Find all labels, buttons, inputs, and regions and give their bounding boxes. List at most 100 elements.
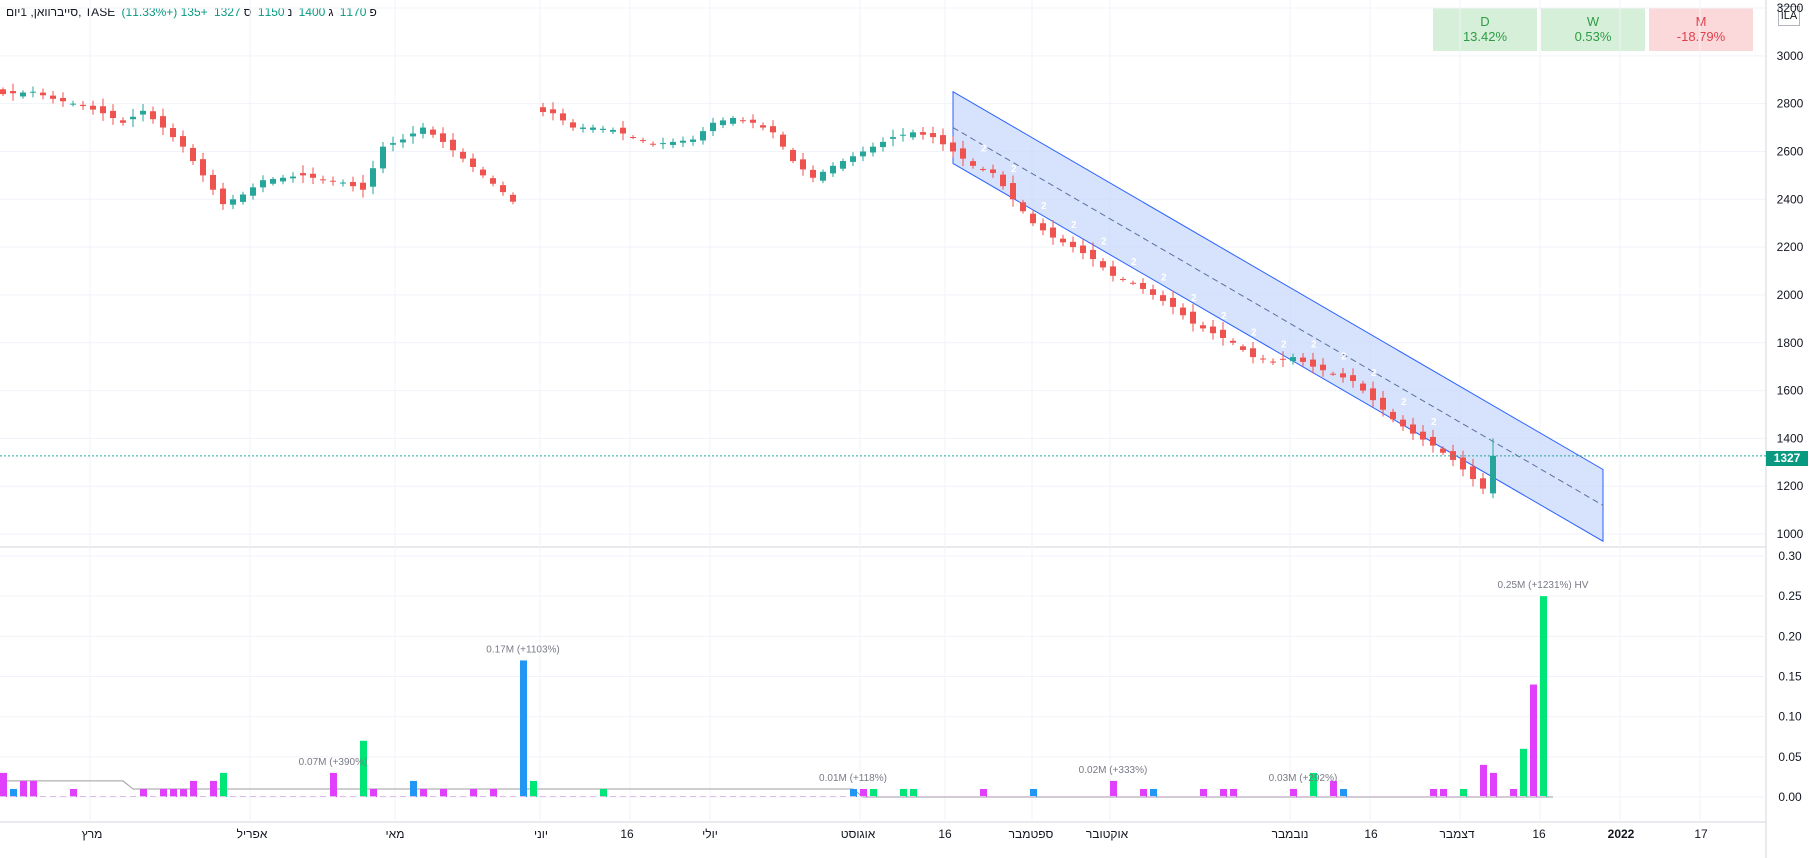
candle-body	[1280, 358, 1286, 360]
volume-bar-base	[910, 796, 916, 797]
volume-bar-base	[50, 796, 56, 797]
candle-body	[260, 180, 266, 188]
volume-bar	[1310, 772, 1317, 797]
candle-body	[1460, 457, 1466, 470]
volume-bar-base	[1150, 796, 1156, 797]
candle-body	[1220, 329, 1226, 338]
volume-bar-base	[430, 796, 436, 797]
volume-bar	[1540, 596, 1547, 797]
candle-body	[390, 143, 396, 145]
volume-bar-base	[1420, 796, 1426, 797]
candle-body	[20, 92, 26, 97]
pattern-marker-label: 2	[1191, 293, 1197, 304]
volume-bar-base	[560, 796, 566, 797]
volume-bar-base	[710, 796, 716, 797]
candle-body	[880, 141, 886, 148]
candle-body	[1490, 455, 1496, 494]
volume-bar-base	[290, 796, 296, 797]
candle-body	[960, 148, 966, 159]
currency-button[interactable]: ILA	[1778, 6, 1800, 26]
time-tick-label: 2022	[1608, 827, 1635, 841]
volume-bar-base	[790, 796, 796, 797]
volume-bar	[860, 788, 867, 797]
candle-body	[830, 165, 836, 174]
volume-bar-base	[850, 796, 856, 797]
candle-body	[1290, 357, 1296, 362]
candle-body	[860, 151, 866, 157]
volume-bar	[1030, 788, 1037, 797]
candle-body	[140, 110, 146, 115]
candle-body	[980, 168, 986, 170]
volume-bar	[140, 788, 147, 797]
candle-body	[340, 182, 346, 184]
channel-midline	[952, 127, 1604, 506]
candle-body	[470, 158, 476, 168]
volume-bar-base	[100, 796, 106, 797]
volume-bar-base	[450, 796, 456, 797]
volume-bar-base	[220, 796, 226, 797]
price-tick-label: 2800	[1777, 97, 1804, 111]
candle-body	[640, 140, 646, 142]
volume-bar-base	[770, 796, 776, 797]
price-tick-label: 2200	[1777, 240, 1804, 254]
volume-bar-base	[730, 796, 736, 797]
volume-bar-base	[700, 796, 706, 797]
volume-bar-base	[530, 796, 536, 797]
volume-bar-base	[70, 796, 76, 797]
low-label: נ	[287, 5, 293, 19]
pattern-marker-label: 2	[981, 143, 987, 154]
volume-bar	[330, 772, 337, 797]
volume-tick-label: 0.30	[1778, 549, 1802, 563]
volume-bar-base	[490, 796, 496, 797]
candle-body	[850, 156, 856, 162]
stat-day-label: D	[1480, 14, 1490, 29]
volume-bar	[1510, 788, 1517, 797]
candle-body	[160, 116, 166, 128]
volume-bar	[1340, 788, 1347, 797]
volume-bar-base	[170, 796, 176, 797]
volume-bar-base	[40, 796, 46, 797]
candle-body	[840, 161, 846, 169]
candle-body	[480, 169, 486, 176]
candle-body	[920, 132, 926, 135]
candle-body	[1480, 478, 1486, 489]
candle-body	[360, 182, 366, 190]
volume-bar-base	[1510, 796, 1516, 797]
volume-bar-base	[410, 796, 416, 797]
volume-bar	[180, 788, 187, 797]
volume-bar-base	[1460, 796, 1466, 797]
volume-bar-base	[1370, 796, 1376, 797]
candle-body	[1260, 358, 1266, 360]
volume-bar	[1150, 788, 1157, 797]
pattern-marker-label: 2	[1341, 351, 1347, 362]
volume-bar-base	[200, 796, 206, 797]
price-tick-label: 1000	[1777, 527, 1804, 541]
pattern-marker-label: 2	[1101, 237, 1107, 248]
volume-bar	[470, 788, 477, 797]
candle-body	[1320, 364, 1326, 371]
candle-body	[900, 134, 906, 136]
time-tick-label: מרץ	[82, 827, 103, 841]
volume-bar-base	[1040, 796, 1046, 797]
volume-bar-base	[1470, 796, 1476, 797]
candle-body	[280, 177, 286, 182]
volume-bar	[520, 660, 527, 797]
volume-bar	[420, 788, 427, 797]
volume-bar	[900, 788, 907, 797]
volume-bar-base	[660, 796, 666, 797]
candle-body	[1050, 227, 1056, 238]
candle-body	[940, 135, 946, 145]
stat-day-value: 13.42%	[1462, 29, 1508, 44]
volume-bar-base	[1190, 796, 1196, 797]
open-label: פ	[369, 5, 377, 19]
candle-body	[180, 136, 186, 147]
candle-body	[770, 126, 776, 133]
volume-annotation: 0.02M (+333%)	[1079, 765, 1148, 776]
volume-bar	[20, 780, 27, 797]
volume-tick-label: 0.25	[1778, 589, 1802, 603]
volume-bar-base	[640, 796, 646, 797]
candle-body	[1380, 397, 1386, 410]
price-tick-label: 1600	[1777, 384, 1804, 398]
volume-bar-base	[1240, 796, 1246, 797]
